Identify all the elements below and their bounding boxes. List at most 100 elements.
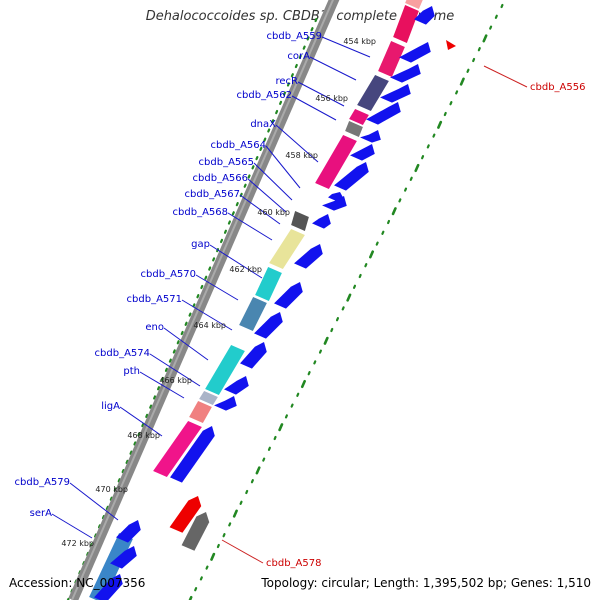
- tick-dot: [101, 515, 105, 520]
- leader-line: [227, 212, 273, 241]
- orf-arrows: [94, 6, 456, 600]
- tick-dot: [466, 68, 470, 73]
- forward-orf-arrow: [350, 144, 375, 161]
- gene-label: cbdb_A568: [173, 207, 228, 218]
- tick-dot: [284, 414, 288, 419]
- kbp-tick-label: 466 kbp: [159, 376, 192, 385]
- gene-label: serA: [30, 508, 52, 519]
- tick-dot: [307, 371, 311, 376]
- tick-dot: [235, 202, 239, 207]
- cog-segment: [378, 41, 405, 77]
- cog-segment: [189, 401, 212, 423]
- gene-label: gap: [191, 239, 210, 250]
- leader-line: [265, 145, 301, 189]
- tick-dot: [369, 250, 375, 259]
- tick-dot: [188, 312, 192, 317]
- forward-orf-arrow: [360, 130, 381, 143]
- kbp-tick-label: 470 kbp: [95, 485, 128, 494]
- genome-backbone: [68, 0, 340, 600]
- kbp-tick-labels: 454 kbp 456 kbp 458 kbp 460 kbp 462 kbp 464 k…: [61, 37, 376, 548]
- gene-label: eno: [145, 322, 164, 333]
- leader-line: [195, 274, 239, 301]
- tick-dot: [414, 163, 420, 173]
- tick-dot: [259, 146, 263, 151]
- forward-orf-arrow: [380, 84, 411, 103]
- tick-dot: [267, 446, 271, 451]
- tick-dot: [184, 321, 188, 326]
- tick-dot: [247, 174, 251, 179]
- tick-dot: [145, 413, 149, 418]
- leader-line: [247, 178, 287, 213]
- gene-label: dnaX: [250, 119, 276, 130]
- tick-dot: [459, 77, 465, 86]
- gene-label: cbdb_A559: [267, 31, 322, 42]
- tick-dot: [318, 349, 323, 354]
- tick-dot: [129, 450, 133, 455]
- forward-orf-arrow: [274, 282, 303, 309]
- tick-dot: [255, 155, 259, 161]
- tick-dot: [375, 241, 379, 246]
- tick-dot: [335, 317, 340, 322]
- tick-dot: [219, 238, 224, 244]
- leader-line: [291, 95, 337, 121]
- kbp-tick-label: 468 kbp: [127, 431, 160, 440]
- leader-line: [297, 81, 345, 107]
- tick-dot: [443, 111, 447, 117]
- gene-label: corA: [287, 51, 310, 62]
- tick-dot: [275, 109, 279, 115]
- tick-dot: [263, 137, 267, 142]
- backbone-band: [68, 0, 340, 600]
- kbp-tick-label: 462 kbp: [229, 265, 262, 274]
- tick-dot: [477, 47, 481, 52]
- tick-dot: [472, 57, 476, 63]
- forward-orf-arrow: [366, 102, 401, 125]
- leader-line: [163, 327, 209, 361]
- gene-label: cbdb_A567: [185, 189, 240, 200]
- forward-orf-arrow: [322, 196, 347, 211]
- leader-line: [239, 194, 281, 225]
- forward-orf-arrow: [390, 64, 421, 83]
- tick-dot: [494, 14, 498, 19]
- leader-line: [51, 513, 93, 539]
- kbp-tick-label: 454 kbp: [343, 37, 376, 46]
- leader-line: [275, 124, 319, 163]
- cog-segment: [291, 211, 309, 231]
- tick-dot: [188, 595, 193, 600]
- tick-dot: [381, 230, 385, 235]
- forward-orf-arrow: [224, 376, 249, 395]
- gene-labels: cbdb_A559corArecRcbdb_A562dnaXcbdb_A564c…: [15, 31, 586, 569]
- tick-dot: [228, 522, 232, 527]
- kbp-tick-label: 458 kbp: [285, 151, 318, 160]
- tick-dot: [208, 266, 212, 271]
- tick-dot: [294, 63, 298, 69]
- tick-dot: [245, 489, 249, 495]
- tick-dot: [149, 404, 153, 409]
- tick-dot: [298, 54, 302, 59]
- tick-dot: [194, 587, 198, 592]
- tick-dot: [250, 479, 254, 484]
- forward-orf-arrow: [334, 162, 369, 191]
- gene-label: cbdb_A574: [95, 348, 150, 359]
- tick-dot: [432, 133, 436, 138]
- tick-dot: [168, 358, 172, 363]
- tick-dot: [222, 533, 226, 538]
- tick-dot: [216, 543, 220, 549]
- tick-dot: [231, 211, 235, 216]
- tick-dot: [364, 263, 368, 268]
- gene-label: cbdb_A564: [211, 140, 266, 151]
- gene-label: cbdb_A571: [127, 294, 182, 305]
- tick-dot: [387, 219, 391, 225]
- cog-segment: [239, 297, 267, 331]
- gene-label: pth: [123, 366, 140, 377]
- tick-dot: [310, 27, 314, 32]
- tick-dot: [278, 423, 284, 432]
- forward-orf-arrow: [240, 342, 267, 369]
- gene-label: cbdb_A565: [199, 157, 254, 168]
- tick-dot: [262, 457, 266, 462]
- tick-dot: [290, 403, 294, 408]
- tick-dot: [117, 478, 121, 483]
- gene-label: cbdb_A570: [141, 269, 196, 280]
- kbp-tick-label: 456 kbp: [315, 94, 348, 103]
- forward-orf-arrow: [94, 574, 123, 600]
- leader-line: [139, 371, 185, 399]
